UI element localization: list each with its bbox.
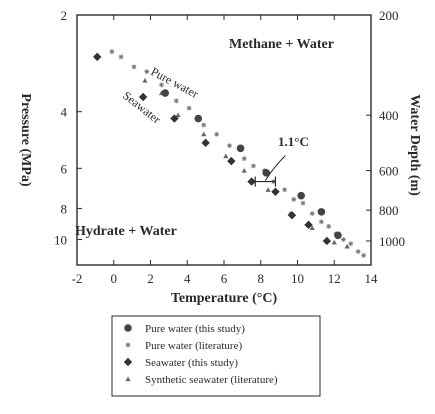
- offset-leader: [264, 155, 286, 181]
- x-tick-label: 12: [328, 271, 341, 286]
- x-tick-label: 0: [111, 271, 118, 286]
- data-marks: [93, 49, 367, 258]
- legend-label: Pure water (literature): [145, 340, 242, 352]
- diamond-point: [304, 220, 313, 230]
- star-point: [348, 241, 354, 247]
- legend-label: Pure water (this study): [145, 323, 245, 335]
- legend-frame: [111, 315, 321, 397]
- star-point: [144, 69, 150, 74]
- diamond-point: [201, 138, 210, 148]
- y2-tick-label: 1000: [379, 234, 405, 249]
- series-triangle: [142, 77, 350, 249]
- star-point: [309, 211, 315, 216]
- plot-area: -2 0 2 4 6 8 10 12 14 2 4 6 8 10 200 400 600 800 1000: [54, 8, 405, 286]
- offset-label: 1.1°C: [278, 134, 309, 149]
- y2-axis-title: Water Depth (m): [407, 94, 422, 196]
- x-axis-title: Temperature (°C): [171, 291, 278, 306]
- triangle-point: [201, 131, 207, 137]
- x-tick-label: 14: [365, 271, 379, 286]
- legend-marker-diamond: [123, 357, 133, 367]
- y2-tick-label: 600: [379, 164, 399, 179]
- star-point: [159, 82, 164, 88]
- tick-marks: [76, 14, 372, 265]
- triangle-point: [175, 112, 181, 118]
- x-tick-label: 4: [184, 271, 191, 286]
- star-point: [109, 49, 115, 55]
- circle-point: [317, 208, 326, 216]
- temperature-offset-annotation: 1.1°C: [254, 134, 309, 187]
- triangle-point: [344, 243, 350, 249]
- legend-marker-star: [125, 342, 131, 348]
- star-point: [355, 249, 361, 254]
- diamond-point: [247, 177, 256, 186]
- diamond-point: [322, 236, 332, 246]
- star-point: [131, 64, 137, 70]
- star-point: [326, 224, 332, 229]
- y2-tick-label: 400: [379, 108, 399, 123]
- tick-labels: -2 0 2 4 6 8 10 12 14 2 4 6 8 10 200 400 600 800 1000: [54, 8, 405, 286]
- star-point: [341, 237, 346, 242]
- diamond-point: [287, 211, 297, 220]
- x-tick-label: 10: [291, 271, 304, 286]
- legend-marker-circle: [124, 324, 132, 332]
- y-tick-label: 8: [61, 201, 68, 216]
- diamond-point: [227, 156, 236, 166]
- circle-point: [161, 89, 169, 97]
- diamond-point: [170, 114, 179, 123]
- series-diamond: [93, 52, 332, 246]
- star-point: [186, 105, 192, 111]
- star-point: [173, 98, 179, 104]
- diamond-point: [93, 52, 102, 62]
- diamond-point: [271, 187, 280, 196]
- diamond-point: [138, 92, 148, 102]
- triangle-point: [265, 187, 271, 192]
- legend-marker-triangle: [125, 376, 131, 382]
- circle-point: [262, 169, 271, 177]
- star-point: [251, 163, 256, 169]
- x-tick-label: -2: [72, 271, 83, 286]
- star-point: [227, 143, 232, 149]
- star-point: [282, 187, 288, 193]
- star-point: [241, 156, 247, 162]
- triangle-point: [223, 153, 229, 159]
- circle-point: [236, 144, 245, 153]
- star-point: [318, 219, 324, 225]
- triangle-point: [142, 77, 148, 83]
- series-circle: [161, 89, 342, 240]
- x-tick-label: 6: [221, 271, 228, 286]
- curve-label-seawater: Seawater: [120, 88, 163, 126]
- series-star: [109, 49, 367, 258]
- circle-point: [194, 114, 203, 123]
- y2-tick-label: 200: [379, 8, 399, 23]
- star-point: [214, 131, 220, 137]
- legend-label: Seawater (this study): [145, 357, 238, 369]
- star-point: [118, 54, 124, 60]
- curve-label-pure-water: Pure water: [149, 64, 201, 101]
- y2-tick-label: 800: [379, 203, 399, 218]
- y-tick-label: 6: [61, 161, 68, 176]
- star-point: [291, 197, 297, 202]
- region-label-upper: Methane + Water: [229, 37, 334, 52]
- legend: Pure water (this study) Pure water (liter…: [111, 315, 321, 397]
- x-tick-label: 8: [258, 271, 265, 286]
- y-tick-label: 2: [61, 8, 68, 23]
- triangle-point: [331, 239, 337, 245]
- y-tick-label: 4: [61, 105, 68, 120]
- legend-items: Pure water (this study) Pure water (liter…: [123, 323, 278, 386]
- star-point: [300, 200, 306, 206]
- region-label-lower: Hydrate + Water: [75, 224, 177, 239]
- star-point: [361, 252, 367, 258]
- circle-point: [334, 231, 342, 240]
- triangle-point: [309, 225, 315, 231]
- circle-point: [297, 191, 305, 200]
- y-tick-label: 10: [54, 233, 67, 248]
- x-tick-label: 2: [147, 271, 154, 286]
- triangle-point: [241, 167, 247, 173]
- star-point: [201, 122, 207, 128]
- y-axis-title: Pressure (MPa): [18, 93, 33, 187]
- legend-label: Synthetic seawater (literature): [145, 374, 278, 386]
